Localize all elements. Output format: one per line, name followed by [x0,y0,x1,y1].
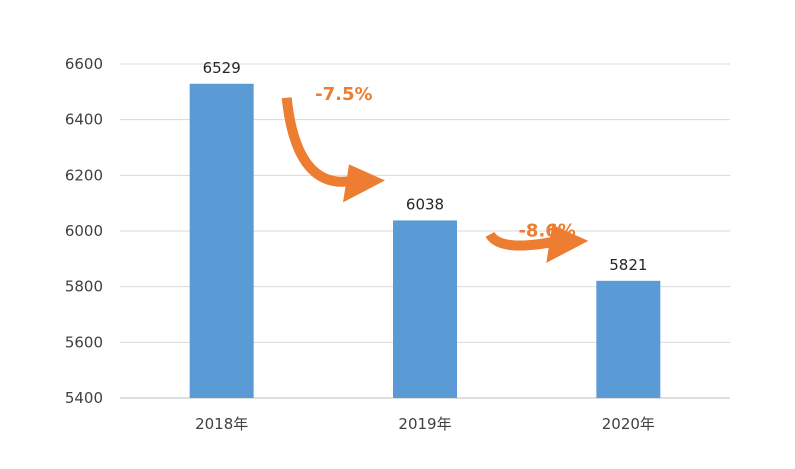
y-axis-ticks: 5400 5600 5800 6000 6200 6400 6600 [65,55,103,407]
y-tick-label: 6000 [65,222,103,240]
arrow-shaft [281,97,357,187]
arrow-head [546,224,589,263]
y-tick-label: 5800 [65,278,103,296]
bar [393,220,457,398]
y-tick-label: 6400 [65,111,103,129]
bars [189,83,661,399]
y-tick-label: 6600 [65,55,103,73]
data-label: 6529 [203,59,241,77]
change-annotations: -7.5% -8.6% [281,84,589,263]
y-tick-label: 5400 [65,389,103,407]
data-labels: 6529 6038 5821 [203,59,648,274]
bar [189,83,254,399]
arrow-shaft [485,231,560,251]
bar [596,280,661,398]
arrow-head [343,164,385,203]
y-tick-label: 6200 [65,166,103,184]
data-label: 5821 [609,256,647,274]
y-tick-label: 5600 [65,333,103,351]
change-percent-label: -7.5% [315,84,372,105]
x-tick-label: 2018年 [195,415,248,433]
x-axis-ticks: 2018年 2019年 2020年 [195,415,655,433]
data-label: 6038 [406,195,444,213]
x-tick-label: 2019年 [398,415,451,433]
change-percent-label: -8.6% [518,220,575,241]
x-tick-label: 2020年 [602,415,655,433]
